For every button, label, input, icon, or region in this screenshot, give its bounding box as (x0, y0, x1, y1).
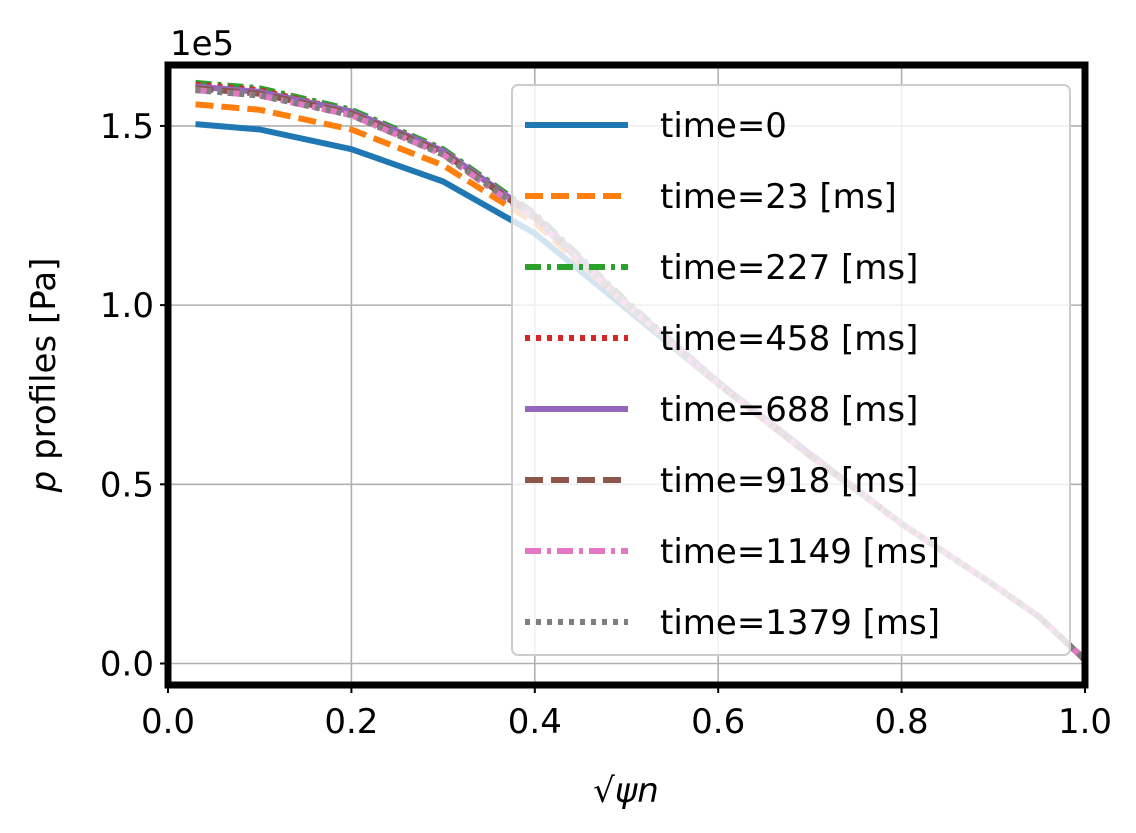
legend-label-7: time=1379 [ms] (660, 603, 940, 643)
legend-label-2: time=227 [ms] (660, 248, 918, 288)
y-axis-label-symbol: p (24, 471, 64, 494)
x-tick-label-1: 0.2 (324, 702, 378, 742)
x-tick-label-2: 0.4 (508, 702, 562, 742)
x-axis-label: √ψn (593, 771, 659, 811)
y-offset-text: 1e5 (170, 24, 234, 64)
legend-box (511, 84, 1071, 656)
y-tick-label-3: 1.5 (100, 107, 154, 147)
y-tick-label-1: 0.5 (100, 465, 154, 505)
axis-ticks: 0.0 0.2 0.4 0.6 0.8 1.0 0.0 0.5 1.0 1.5 (100, 107, 1112, 742)
y-axis-label-text: profiles [Pa] (24, 258, 64, 471)
legend-label-1: time=23 [ms] (660, 177, 897, 217)
legend-label-3: time=458 [ms] (660, 319, 918, 359)
legend-label-0: time=0 (660, 106, 787, 146)
x-tick-label-0: 0.0 (141, 702, 195, 742)
plot-frame (164, 61, 1089, 689)
legend: time=0 time=23 [ms] time=227 [ms] time=458 … (511, 84, 1071, 656)
y-axis-label: p profiles [Pa] (24, 258, 64, 494)
legend-label-5: time=918 [ms] (660, 461, 918, 501)
x-tick-label-4: 0.8 (875, 702, 929, 742)
legend-label-6: time=1149 [ms] (660, 532, 940, 572)
x-tick-label-5: 1.0 (1058, 702, 1112, 742)
legend-label-4: time=688 [ms] (660, 390, 918, 430)
x-tick-label-3: 0.6 (691, 702, 745, 742)
y-tick-label-0: 0.0 (100, 644, 154, 684)
y-tick-label-2: 1.0 (100, 286, 154, 326)
